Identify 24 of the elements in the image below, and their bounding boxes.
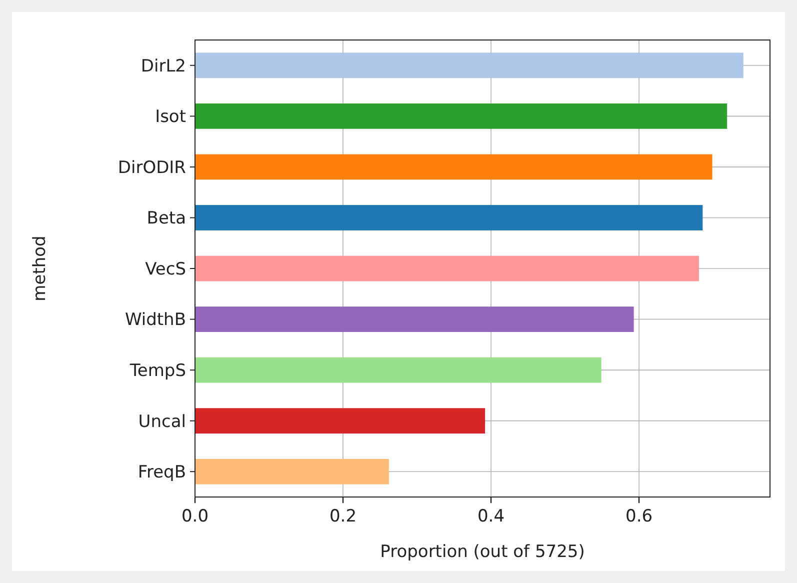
y-tick-label: Isot [155,107,186,128]
bar [195,103,728,129]
bar [195,52,744,78]
x-axis-title: Proportion (out of 5725) [380,542,585,562]
y-tick-label: FreqB [138,462,186,483]
y-tick-label: Beta [146,208,186,229]
x-tick-label: 0.6 [625,506,653,526]
bar [195,408,486,434]
x-tick-label: 0.4 [477,506,505,526]
bar [195,357,602,383]
y-tick-label: VecS [145,259,186,280]
x-tick-label: 0.2 [329,506,357,526]
bar [195,306,634,332]
y-tick-label: DirL2 [140,56,186,76]
y-tick-label: WidthB [124,310,186,330]
y-tick-label: DirODIR [118,158,186,178]
y-tick-label: TempS [128,361,186,382]
bar [195,458,389,484]
bar [195,256,699,282]
y-axis-title: method [30,236,50,302]
y-tick-label: Uncal [138,412,186,432]
bar [195,154,712,180]
x-tick-label: 0.0 [181,506,209,526]
bar [195,205,703,230]
